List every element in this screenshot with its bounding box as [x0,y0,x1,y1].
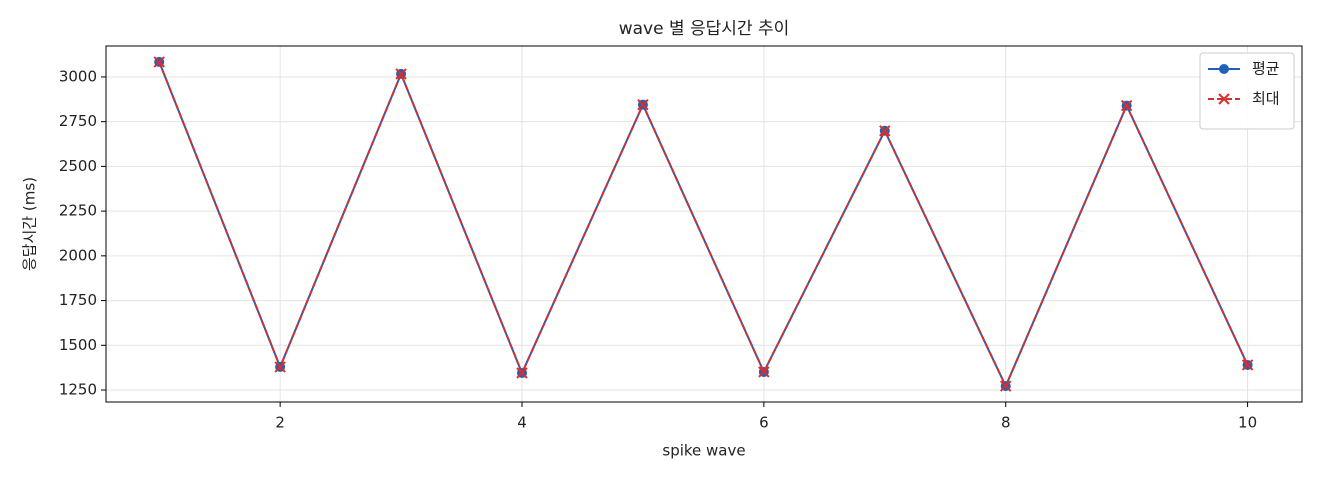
x-tick-label: 8 [1001,414,1011,432]
y-axis-label: 응답시간 (ms) [21,177,39,271]
y-tick-label: 2750 [59,112,97,130]
marker [516,367,528,379]
plot-frame [105,45,1303,403]
y-tick-label: 1750 [59,291,97,309]
marker [274,361,286,373]
chart-title: wave 별 응답시간 추이 [619,19,790,39]
legend-label: 최대 [1252,90,1280,108]
series-line [158,61,1249,389]
y-tick-label: 2000 [59,246,97,264]
marker [153,56,165,68]
y-tick-label: 1500 [59,336,97,354]
marker [395,68,407,80]
marker [879,125,891,137]
marker [1241,359,1254,371]
x-tick-label: 4 [517,414,527,432]
legend-label: 평균 [1252,60,1280,78]
marker [758,366,770,378]
x-tick-label: 10 [1238,414,1257,432]
y-tick-label: 2500 [59,157,97,175]
x-tick-label: 6 [759,414,769,432]
x-axis-label: spike wave [662,442,745,460]
y-tick-label: 1250 [59,381,97,399]
marker [1219,64,1229,74]
marker [1000,380,1012,392]
y-tick-label: 3000 [59,67,97,85]
marker [1120,99,1133,112]
series-line [158,61,1249,389]
marker [637,98,649,111]
legend-box [1199,52,1295,130]
y-tick-label: 2250 [59,202,97,220]
marker [1218,93,1230,105]
x-tick-label: 2 [275,414,285,432]
